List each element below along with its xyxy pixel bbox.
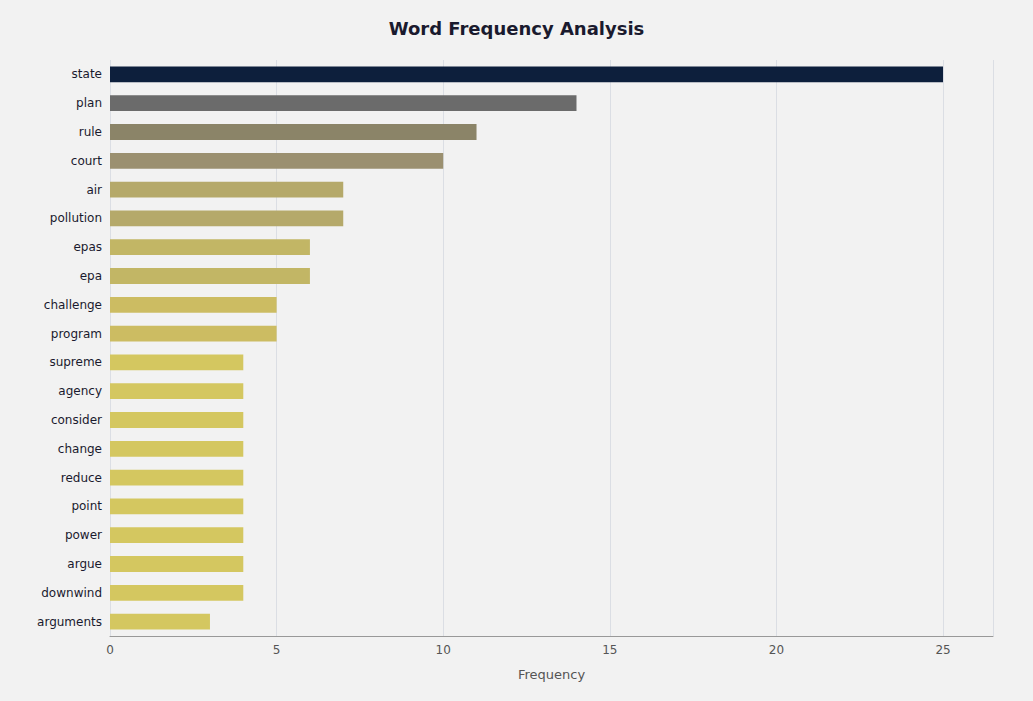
svg-text:supreme: supreme [49,355,102,369]
svg-text:state: state [72,67,102,81]
svg-text:court: court [71,154,102,168]
svg-text:5: 5 [273,643,281,657]
svg-text:consider: consider [51,413,102,427]
svg-text:0: 0 [106,643,114,657]
svg-text:program: program [51,327,102,341]
svg-text:reduce: reduce [61,471,102,485]
svg-text:power: power [65,528,102,542]
svg-text:25: 25 [935,643,950,657]
svg-text:change: change [58,442,102,456]
svg-text:plan: plan [76,96,102,110]
svg-text:rule: rule [79,125,102,139]
svg-text:challenge: challenge [44,298,102,312]
svg-text:agency: agency [58,384,102,398]
svg-text:Frequency: Frequency [518,667,585,682]
svg-text:epa: epa [80,269,102,283]
svg-text:downwind: downwind [41,586,102,600]
svg-text:point: point [71,499,102,513]
svg-text:argue: argue [67,557,102,571]
svg-text:20: 20 [769,643,784,657]
svg-text:arguments: arguments [37,615,102,629]
svg-text:pollution: pollution [50,211,102,225]
svg-text:15: 15 [602,643,617,657]
svg-text:epas: epas [73,240,102,254]
svg-text:10: 10 [436,643,451,657]
svg-text:air: air [86,183,102,197]
svg-text:Word Frequency Analysis: Word Frequency Analysis [389,18,645,39]
